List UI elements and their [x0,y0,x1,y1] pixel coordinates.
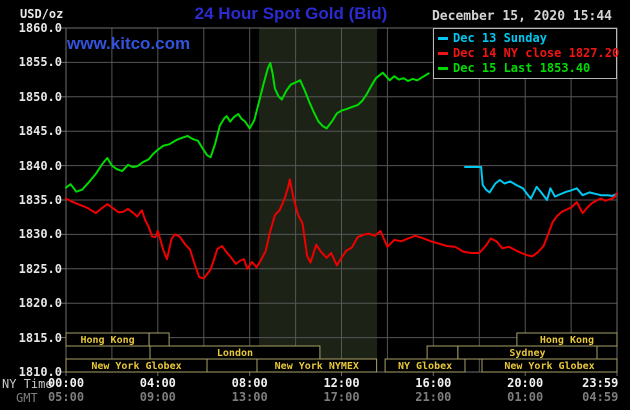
y-axis-tick-label: 1840.0 [18,158,62,173]
y-axis-tick-label: 1810.0 [18,365,62,379]
y-axis-tick-label: 1820.0 [18,296,62,311]
gmt-axis-label: GMT [16,391,38,405]
x-axis-ny-tick-label: 20:00 [507,375,544,390]
y-axis-tick-label: 1845.0 [18,124,62,139]
x-axis-ny-tick-label: 04:00 [139,375,176,390]
y-axis-tick-label: 1850.0 [18,89,62,104]
session-label: New York Globex [504,360,595,372]
x-axis-ny-tick-label: 08:00 [231,375,268,390]
legend-box: Dec 13 Sunday Dec 14 NY close 1827.20 Dec … [433,28,620,79]
x-axis-ny-tick-label: 23:59 [582,375,619,390]
x-axis-ny-tick-label: 00:00 [47,375,85,390]
session-label: Hong Kong [80,334,135,346]
x-axis-gmt-tick-label: 17:00 [323,390,360,404]
ny-time-axis-label: NY Time [2,377,53,391]
legend-item: Dec 13 Sunday [438,31,616,46]
legend-dash-icon [438,37,448,40]
y-axis-tick-label: 1815.0 [18,330,62,345]
x-axis-ny-tick-label: 12:00 [323,375,360,390]
legend-item-label: Dec 13 Sunday [453,31,547,45]
session-label: Sydney [509,347,546,359]
y-axis-tick-label: 1855.0 [18,55,62,70]
chart-datetime: December 15, 2020 15:44 [431,9,612,24]
y-axis-tick-label: 1830.0 [18,227,62,242]
x-axis-gmt-tick-label: 13:00 [231,390,268,404]
y-axis-tick-label: 1825.0 [18,261,62,276]
legend-item-label: Dec 15 Last 1853.40 [453,61,591,75]
session-label: New York NYMEX [274,360,359,372]
session-label: New York Globex [91,360,182,372]
x-axis-gmt-tick-label: 05:00 [47,390,85,404]
y-axis-tick-label: 1835.0 [18,193,62,207]
legend-dash-icon [438,67,448,70]
x-axis-gmt-tick-label: 01:00 [507,390,544,404]
chart-title: 24 Hour Spot Gold (Bid) [194,4,388,23]
x-axis-gmt-tick-label: 04:59 [582,390,619,404]
legend-item: Dec 15 Last 1853.40 [438,61,616,76]
kitco-watermark: www.kitco.com [67,34,191,53]
legend-item: Dec 14 NY close 1827.20 [438,46,620,61]
x-axis-gmt-tick-label: 09:00 [139,390,176,404]
legend-dash-icon [438,52,448,55]
legend-item-label: Dec 14 NY close 1827.20 [453,46,620,60]
y-axis-unit-label: USD/oz [20,7,64,21]
session-label: London [216,347,254,359]
y-axis-tick-label: 1860.0 [18,21,62,35]
session-label: NY Globex [397,360,453,372]
x-axis-gmt-tick-label: 21:00 [415,390,452,404]
x-axis-ny-tick-label: 16:00 [415,375,452,390]
session-label: Hong Kong [539,334,595,346]
